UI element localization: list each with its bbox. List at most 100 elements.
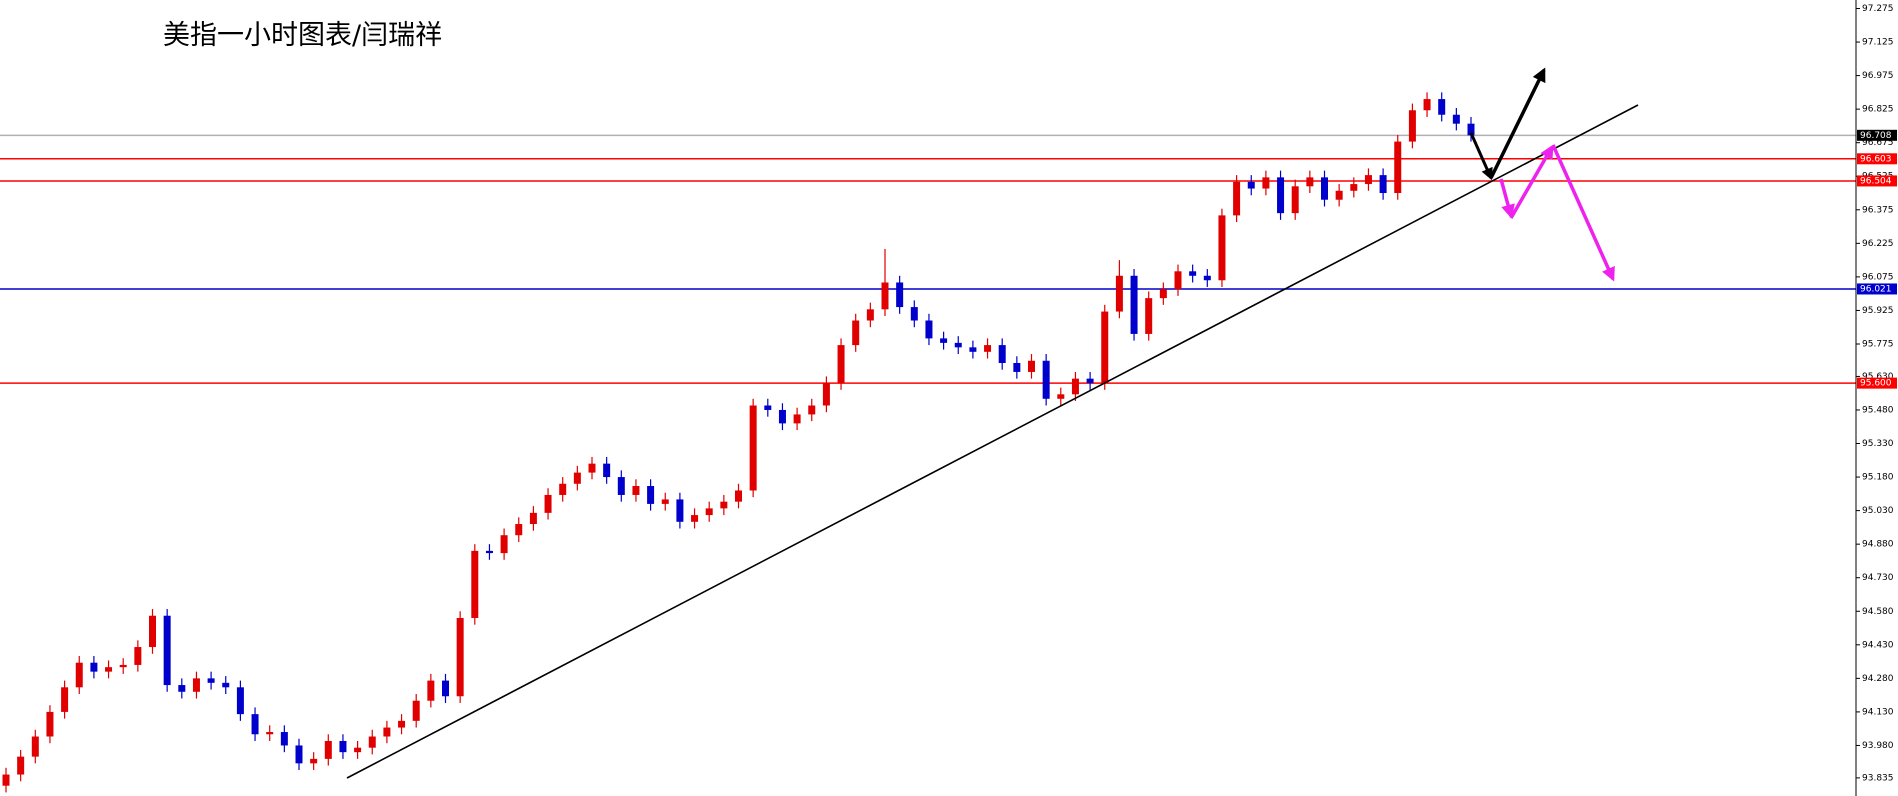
candle-body [1408,110,1416,142]
candle-body [163,615,171,686]
candle-body [852,320,860,346]
y-tick-label: 96.975 [1862,71,1894,81]
candle-body [1174,271,1182,290]
candle-body [61,687,69,712]
candle-body [1321,177,1328,200]
candle-body [178,685,186,692]
y-tick-label: 94.130 [1862,707,1894,717]
candle-body [1438,99,1446,115]
candle-body [134,647,142,665]
candle-body [368,736,376,748]
candle-body [46,711,54,737]
y-tick-label: 94.280 [1862,674,1894,684]
y-tick-label: 96.375 [1862,205,1894,215]
candle-body [837,345,845,384]
candle-body [1394,141,1402,194]
candle-body [1218,215,1226,281]
y-tick-label: 94.580 [1862,607,1894,617]
candle-body [90,662,98,672]
y-tick-label: 97.125 [1862,38,1894,48]
candle-body [1130,275,1138,334]
candle-body [1115,275,1123,312]
level-label: 96.708 [1860,131,1892,141]
candles [2,92,1475,793]
level-lines [0,134,1856,384]
candle-body [1247,181,1255,189]
candle-body [471,550,479,618]
candle-body [119,664,127,668]
candle-body [427,680,435,701]
candle-body [1071,378,1079,395]
candle-body [251,714,259,735]
candle-body [617,477,625,495]
candle-body [866,309,874,321]
candle-body [603,463,611,478]
candle-body [822,383,830,406]
candle-body [1379,175,1387,194]
candle-body [588,463,596,473]
y-tick-label: 96.825 [1862,105,1894,115]
candle-body [398,720,406,728]
candle-body [764,405,772,410]
candle-body [207,678,215,683]
candle-body [1291,186,1299,214]
candle-body [1306,177,1314,187]
candle-body [2,774,10,786]
candle-body [324,740,332,759]
y-tick-label: 96.675 [1862,138,1894,148]
candle-body [1262,177,1270,189]
candle-body [969,347,977,352]
candle-body [500,535,508,554]
y-tick-label: 95.925 [1862,306,1894,316]
level-label-box [1857,153,1897,165]
candle-body [896,282,904,308]
candle-body [456,617,464,697]
candle-body [17,756,25,775]
y-tick-label: 94.880 [1862,540,1894,550]
candle-body [354,747,362,753]
level-label-box [1857,175,1897,187]
candle-body [1277,177,1285,214]
candle-body [910,307,918,321]
candle-body [1452,114,1460,124]
candle-body [1028,360,1035,372]
y-tick-label: 95.775 [1862,339,1894,349]
scenario-arrow [1551,144,1615,282]
y-tick-label: 93.980 [1862,741,1894,751]
candle-body [778,409,786,424]
candle-body [105,667,113,672]
candle-body [1335,190,1343,200]
candle-body [75,662,83,688]
candle-body [339,740,347,753]
scenario-arrow [1509,144,1554,219]
y-tick-label: 95.330 [1862,439,1894,449]
y-tick-label: 96.075 [1862,272,1894,282]
level-label: 96.603 [1860,154,1892,164]
candle-body [1350,184,1358,191]
level-label: 95.600 [1860,379,1892,389]
price-axis-labels: 97.27597.12596.97596.82596.67596.52596.3… [1856,4,1897,783]
candle-body [749,405,757,491]
candle-body [984,345,992,352]
candle-body [1233,181,1241,216]
scenario-arrow [1499,178,1515,219]
candle-body [808,405,816,415]
y-tick-label: 95.030 [1862,506,1894,516]
candle-body [925,320,933,339]
candle-body [998,345,1006,363]
candle-body [442,680,449,697]
candle-body [1203,275,1211,281]
candle-body [1042,360,1050,399]
candle-body [1086,378,1094,384]
y-tick-label: 96.225 [1862,239,1894,249]
candle-body [793,414,801,424]
candle-body [881,282,889,310]
candle-body [940,338,948,343]
candle-body [1013,362,1021,372]
candle-body [295,745,303,764]
arrow-down [1469,132,1493,181]
candle-body [149,615,156,648]
candle-body [485,550,493,554]
y-tick-label: 97.275 [1862,4,1894,14]
